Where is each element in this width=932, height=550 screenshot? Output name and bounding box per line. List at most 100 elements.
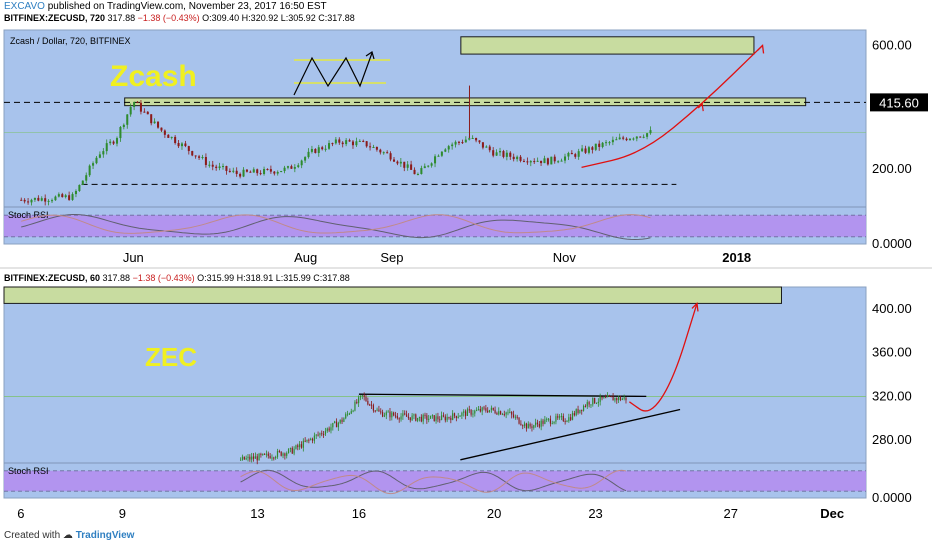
candle-body <box>394 415 397 417</box>
candle-body <box>339 419 341 423</box>
candle-body <box>601 142 604 147</box>
candle-body <box>427 165 430 167</box>
candle-body <box>404 413 406 415</box>
candle-body <box>266 168 269 170</box>
candle-body <box>324 431 327 435</box>
candle-body <box>587 147 590 153</box>
candle <box>105 139 108 155</box>
candle-body <box>293 448 295 454</box>
publisher-name[interactable]: EXCAVO <box>4 1 45 12</box>
candle-body <box>529 423 531 427</box>
candle-body <box>455 415 457 419</box>
candle <box>27 197 30 205</box>
candle <box>495 149 498 156</box>
candle-body <box>33 197 36 200</box>
candle <box>409 417 411 423</box>
candle <box>431 414 433 419</box>
candle <box>529 422 531 429</box>
candle-body <box>431 415 433 417</box>
candle-body <box>625 138 628 141</box>
candle <box>245 455 247 461</box>
candle-body <box>392 159 396 162</box>
candle <box>204 153 207 168</box>
candle-body <box>243 456 245 460</box>
candle-body <box>608 142 611 144</box>
candle <box>590 404 592 408</box>
candle-body <box>440 151 443 156</box>
candle <box>494 406 496 415</box>
candle <box>394 411 397 419</box>
candle-body <box>201 156 204 158</box>
candle-body <box>492 150 495 156</box>
candle-body <box>304 440 306 442</box>
candle <box>369 142 372 151</box>
candle-body <box>544 419 546 424</box>
candle-body <box>297 445 299 448</box>
candle <box>428 415 430 423</box>
candle <box>126 114 129 129</box>
candle <box>74 189 77 198</box>
bottom-xtick-label: 20 <box>487 506 501 521</box>
candle-body <box>157 121 160 128</box>
candle-body <box>608 395 610 397</box>
candle <box>37 195 40 202</box>
candle-body <box>276 451 279 457</box>
candle <box>177 140 180 148</box>
candle-body <box>153 121 156 124</box>
candle <box>416 172 419 176</box>
candle <box>350 408 352 415</box>
target-zone <box>460 36 755 55</box>
candle-body <box>470 409 472 415</box>
candle <box>451 142 454 150</box>
candle-body <box>531 426 533 428</box>
candle-body <box>562 415 564 421</box>
candle <box>399 158 402 167</box>
candle <box>505 149 508 161</box>
candle <box>300 441 303 449</box>
bottom-indicator-title: Stoch RSI <box>8 466 49 476</box>
candle-body <box>416 174 419 176</box>
candle-body <box>247 456 249 459</box>
top-symbol: BITFINEX:ZECUSD, 720 <box>4 13 106 23</box>
candle-body <box>211 164 214 167</box>
candle-body <box>61 194 64 198</box>
candle-body <box>191 151 194 156</box>
candle-body <box>184 143 187 147</box>
candle-body <box>323 434 325 436</box>
candle <box>170 136 173 140</box>
candle-body <box>391 412 393 418</box>
candle <box>441 411 443 421</box>
candle <box>304 437 306 443</box>
candle <box>463 409 465 417</box>
candle <box>400 413 402 422</box>
tradingview-link[interactable]: TradingView <box>75 530 135 541</box>
candle-body <box>315 434 317 436</box>
cloud-icon: ☁ <box>62 530 73 541</box>
candle <box>396 412 398 420</box>
candle-body <box>380 411 382 413</box>
candle <box>625 397 627 404</box>
candle <box>616 397 618 404</box>
candle-body <box>365 141 368 147</box>
candle-body <box>474 410 476 414</box>
candle-body <box>407 416 410 418</box>
candle <box>568 413 570 423</box>
candle-body <box>57 194 60 197</box>
candle <box>567 151 570 160</box>
candle-body <box>334 421 336 423</box>
candle <box>588 400 590 408</box>
candle-body <box>143 111 146 113</box>
candle-body <box>642 136 645 138</box>
candle <box>367 397 369 406</box>
candle <box>133 101 136 111</box>
candle-body <box>283 167 286 172</box>
candle <box>98 151 101 159</box>
candle-body <box>256 456 258 461</box>
candle-body <box>85 175 88 181</box>
candle-body <box>582 405 585 411</box>
bottom-chart-header: BITFINEX:ZECUSD, 60 317.88 −1.38 (−0.43%… <box>4 273 932 283</box>
candle <box>351 140 354 149</box>
candle <box>314 148 317 154</box>
candle-body <box>341 419 343 422</box>
